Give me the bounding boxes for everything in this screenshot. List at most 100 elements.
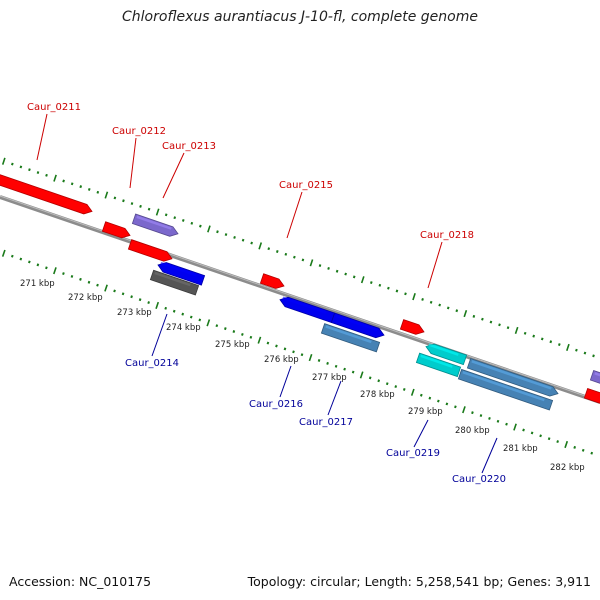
gene-arrow-caur-0215[interactable]	[259, 273, 285, 291]
gene-arrow-caur-0216[interactable]	[278, 295, 336, 324]
tick-minor	[318, 264, 322, 268]
tick-major	[207, 225, 211, 233]
tick-minor	[164, 213, 168, 217]
gene-arrow-caur-0211[interactable]	[583, 387, 600, 406]
gene-arrow-caur-0212[interactable]	[101, 221, 131, 240]
tick-minor	[96, 283, 99, 287]
gene-label-caur-0220: Caur_0220	[452, 474, 506, 485]
gene-label-caur-0216: Caur_0216	[249, 399, 303, 410]
tick-minor	[216, 230, 219, 234]
tick-major	[360, 276, 365, 284]
tick-minor	[446, 306, 450, 310]
gene-arrow-caur-0218[interactable]	[399, 319, 425, 337]
tick-minor	[489, 320, 493, 324]
tick-minor	[266, 341, 270, 345]
callout-line	[162, 152, 185, 199]
tick-minor	[479, 414, 483, 417]
tick-minor	[19, 257, 23, 261]
gene-arrow-caur-0213[interactable]	[131, 213, 179, 238]
tick-minor	[283, 347, 287, 351]
tick-minor	[198, 318, 202, 322]
tick-marks	[1, 157, 595, 455]
tick-minor	[351, 370, 355, 374]
tick-major	[564, 440, 569, 449]
tick-minor	[334, 364, 338, 368]
gene-arrow-caur-0211[interactable]	[0, 171, 94, 216]
gene-label-caur-0212: Caur_0212	[112, 126, 166, 137]
tick-minor	[455, 309, 459, 313]
tick-major	[155, 301, 160, 310]
tick-major	[410, 388, 415, 396]
tick-minor	[394, 385, 398, 389]
gene-label-caur-0218: Caur_0218	[420, 230, 474, 241]
tick-minor	[445, 402, 449, 406]
tick-minor	[199, 224, 202, 228]
tick-minor	[419, 393, 423, 397]
tick-major	[258, 242, 263, 250]
tick-major	[463, 309, 468, 318]
gene-label-caur-0214: Caur_0214	[125, 358, 179, 369]
gene-arrow-caur-0212[interactable]	[127, 239, 173, 264]
scale-label: 271 kbp	[20, 279, 55, 289]
tick-major	[53, 174, 57, 182]
callout-line	[151, 313, 168, 357]
gene-features	[0, 171, 600, 411]
tick-minor	[522, 428, 525, 432]
genome-summary: Topology: circular; Length: 5,258,541 bp…	[247, 574, 591, 589]
callout-line	[129, 137, 137, 189]
tick-minor	[96, 190, 100, 194]
tick-minor	[573, 445, 577, 449]
tick-minor	[292, 350, 295, 354]
callout-line	[413, 419, 429, 448]
tick-minor	[70, 182, 74, 186]
tick-minor	[556, 440, 559, 444]
scale-label: 275 kbp	[215, 340, 250, 350]
scale-label: 273 kbp	[117, 308, 152, 318]
scale-label: 278 kbp	[360, 390, 395, 400]
gene-arrow-caur-0219[interactable]	[424, 342, 468, 366]
tick-minor	[301, 258, 305, 262]
tick-major	[566, 343, 570, 351]
tick-minor	[498, 323, 501, 327]
gene-arrow-caur-0220[interactable]	[457, 368, 554, 411]
tick-minor	[404, 292, 407, 296]
tick-minor	[429, 300, 433, 304]
tick-minor	[130, 202, 134, 206]
gene-arrow-caur-0214[interactable]	[149, 269, 200, 296]
tick-minor	[558, 343, 561, 347]
tick-minor	[122, 199, 125, 203]
tick-major	[513, 423, 517, 431]
tick-minor	[121, 292, 125, 296]
tick-minor	[62, 179, 65, 183]
gene-arrow-caur-0216[interactable]	[330, 312, 385, 340]
tick-minor	[139, 204, 142, 208]
tick-minor	[164, 306, 168, 310]
tick-major	[104, 191, 109, 199]
tick-minor	[45, 173, 48, 177]
backbone-highlight	[0, 195, 600, 402]
tick-minor	[583, 351, 587, 355]
tick-minor	[377, 379, 381, 383]
tick-major	[104, 284, 108, 292]
gene-arrow-caur-0213[interactable]	[589, 370, 600, 388]
tick-minor	[275, 250, 279, 253]
gene-arrow-caur-0220[interactable]	[466, 358, 559, 399]
tick-minor	[540, 337, 544, 341]
tick-minor	[189, 315, 193, 319]
scale-labels: 271 kbp 272 kbp 273 kbp 274 kbp 275 kbp 276 k…	[20, 279, 585, 473]
gene-label-caur-0217: Caur_0217	[299, 417, 353, 428]
tick-minor	[130, 295, 133, 299]
gene-arrow-caur-0219[interactable]	[415, 352, 462, 378]
gene-arrow-caur-0214[interactable]	[156, 260, 206, 286]
tick-minor	[327, 266, 330, 270]
tick-minor	[36, 263, 40, 267]
gene-label-caur-0219: Caur_0219	[386, 448, 440, 459]
tick-major	[514, 326, 519, 335]
gene-arrow-caur-0217[interactable]	[320, 323, 381, 353]
tick-minor	[438, 303, 442, 307]
tick-minor	[215, 324, 219, 328]
tick-minor	[481, 317, 484, 321]
gene-label-caur-0211: Caur_0211	[27, 102, 81, 113]
tick-minor	[547, 437, 551, 441]
tick-minor	[275, 344, 278, 348]
